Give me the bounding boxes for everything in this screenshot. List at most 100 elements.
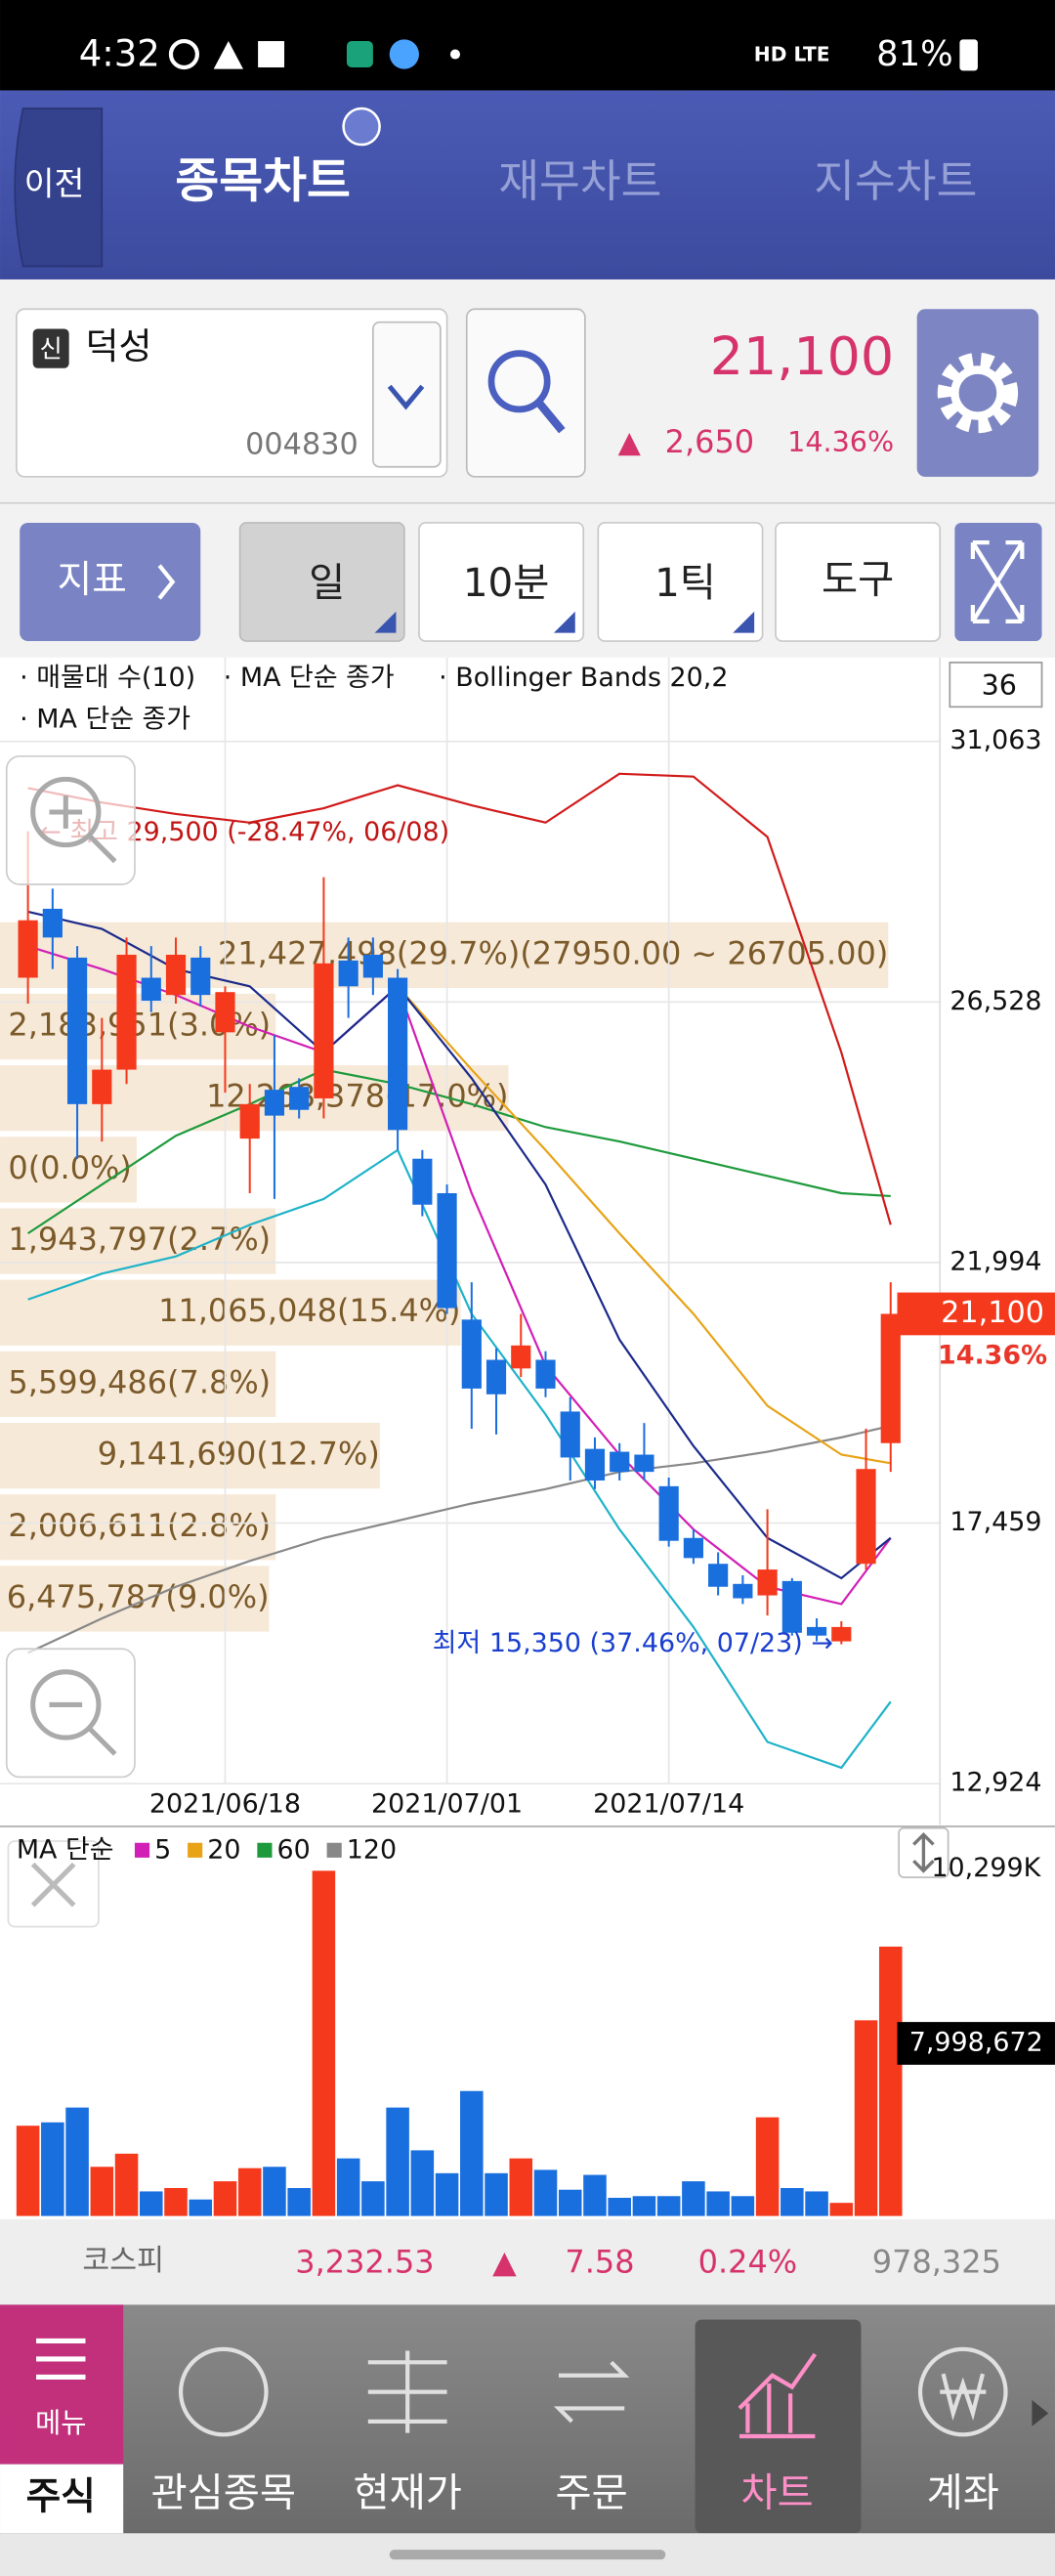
volume-bar bbox=[213, 2181, 237, 2216]
candle-body bbox=[856, 1469, 876, 1565]
period-button[interactable] bbox=[238, 522, 405, 642]
nav-item[interactable]: 주문 bbox=[555, 2470, 627, 2516]
x-tick-label: 2021/07/14 bbox=[593, 1789, 744, 1820]
volume-bar bbox=[114, 2153, 139, 2216]
nav-item[interactable]: 관심종목 bbox=[151, 2470, 297, 2516]
volume-tag bbox=[897, 2022, 1055, 2065]
settings-button[interactable] bbox=[916, 309, 1039, 477]
tool-button[interactable] bbox=[775, 522, 942, 642]
index-name: 코스피 bbox=[82, 2244, 164, 2278]
x-tick-label: 2021/07/01 bbox=[371, 1789, 523, 1820]
candle-body bbox=[437, 1192, 457, 1309]
zoom-out-button[interactable] bbox=[5, 1648, 136, 1779]
candle-body bbox=[461, 1319, 482, 1389]
volume-profile-label: 2,006,611(2.8%) bbox=[8, 1507, 271, 1544]
volume-bar bbox=[805, 2191, 828, 2216]
period-label[interactable]: 일 bbox=[309, 560, 345, 606]
nav-more[interactable] bbox=[1032, 2400, 1049, 2426]
stock-name: 덕성 bbox=[85, 325, 151, 367]
legend-swatch bbox=[257, 1842, 273, 1858]
candle-body bbox=[708, 1564, 729, 1587]
candles bbox=[18, 831, 901, 1645]
volume-profile-label: 5,599,486(7.8%) bbox=[8, 1363, 271, 1400]
tab[interactable]: 지수차트 bbox=[814, 155, 977, 207]
legend-swatch bbox=[326, 1842, 342, 1858]
menu-button[interactable] bbox=[0, 2304, 124, 2465]
status-icon bbox=[213, 41, 243, 69]
dropdown-button[interactable] bbox=[372, 321, 442, 468]
volume-profile-label: 9,141,690(12.7%) bbox=[98, 1436, 380, 1473]
nav-item[interactable]: 계좌 bbox=[927, 2470, 999, 2516]
back-label[interactable]: 이전 bbox=[24, 165, 85, 203]
candle-body bbox=[338, 960, 359, 987]
volume-bar bbox=[140, 2191, 163, 2216]
indicator-label[interactable]: 지표 bbox=[58, 558, 127, 602]
volume-legend: 5 20 60 120 bbox=[134, 1835, 397, 1866]
legend-item: · MA 단순 종가 bbox=[224, 663, 395, 693]
volume-bar bbox=[632, 2196, 656, 2216]
legend-item: · 매물대 수(10) bbox=[20, 663, 195, 693]
status-icon bbox=[449, 49, 461, 60]
stock-change: 2,650 bbox=[665, 423, 754, 460]
nav-icon bbox=[917, 2346, 1008, 2437]
candle-body bbox=[264, 1090, 285, 1116]
header bbox=[0, 90, 1055, 279]
period-label[interactable]: 10분 bbox=[463, 560, 550, 606]
indicator-button[interactable] bbox=[20, 522, 201, 642]
candle-body bbox=[18, 920, 38, 978]
menu-label[interactable]: 메뉴 bbox=[35, 2406, 87, 2439]
zoom-icon bbox=[30, 1669, 102, 1740]
candle-body bbox=[880, 1313, 901, 1443]
candle-body bbox=[683, 1537, 703, 1559]
section-tab[interactable] bbox=[0, 2464, 124, 2534]
volume-bar bbox=[65, 2107, 89, 2216]
index-value: 3,232.53 bbox=[295, 2243, 434, 2280]
gesture-handle bbox=[389, 2550, 666, 2560]
period-button[interactable] bbox=[597, 522, 764, 642]
tab[interactable]: 종목차트 bbox=[175, 152, 350, 208]
change-arrow: ▲ bbox=[618, 426, 642, 460]
price-tag-change: 14.36% bbox=[938, 1341, 1047, 1371]
section-label[interactable]: 주식 bbox=[26, 2474, 96, 2518]
nav-item[interactable]: 현재가 bbox=[353, 2470, 461, 2516]
zoom-in-button[interactable] bbox=[5, 754, 136, 885]
candle-body bbox=[634, 1454, 654, 1473]
grid bbox=[0, 657, 942, 1825]
legend-label: 5 bbox=[154, 1835, 171, 1866]
candle-body bbox=[584, 1448, 606, 1481]
candle-body bbox=[535, 1359, 556, 1389]
volume-bar bbox=[656, 2196, 681, 2216]
candle-body bbox=[239, 1103, 260, 1139]
volume-bar bbox=[386, 2107, 409, 2216]
volume-bar bbox=[533, 2169, 558, 2216]
legend-label: 60 bbox=[277, 1835, 311, 1866]
chevron bbox=[157, 564, 176, 600]
status-icon bbox=[389, 39, 419, 69]
tool-label[interactable]: 도구 bbox=[822, 556, 894, 602]
bottom-nav bbox=[0, 2304, 1055, 2540]
candle-body bbox=[116, 954, 137, 1070]
back-button[interactable] bbox=[14, 107, 104, 268]
period-value[interactable]: 36 bbox=[982, 668, 1017, 702]
status-icon bbox=[168, 38, 199, 70]
stock-box[interactable] bbox=[15, 308, 448, 478]
menu-icon bbox=[36, 2338, 86, 2380]
search-button[interactable] bbox=[465, 308, 586, 478]
volume-bar bbox=[287, 2187, 311, 2216]
candle-body bbox=[511, 1345, 531, 1369]
period-box[interactable] bbox=[949, 662, 1043, 708]
volume-profile-bar bbox=[0, 1422, 380, 1489]
candle-body bbox=[560, 1411, 580, 1458]
volume-bar bbox=[435, 2172, 459, 2216]
period-button[interactable] bbox=[418, 522, 585, 642]
x-tick-label: 2021/06/18 bbox=[149, 1789, 301, 1820]
overlay-line bbox=[27, 772, 892, 1225]
y-tick-label: 12,924 bbox=[950, 1768, 1041, 1798]
status-battery: 81% bbox=[876, 34, 953, 74]
period-label[interactable]: 1틱 bbox=[654, 560, 716, 606]
nav-item[interactable]: 차트 bbox=[741, 2470, 814, 2516]
low-note: 최저 15,350 (37.46%, 07/23) → bbox=[433, 1628, 833, 1658]
tab[interactable]: 재무차트 bbox=[498, 155, 661, 207]
y-tick-label: 31,063 bbox=[950, 725, 1041, 755]
